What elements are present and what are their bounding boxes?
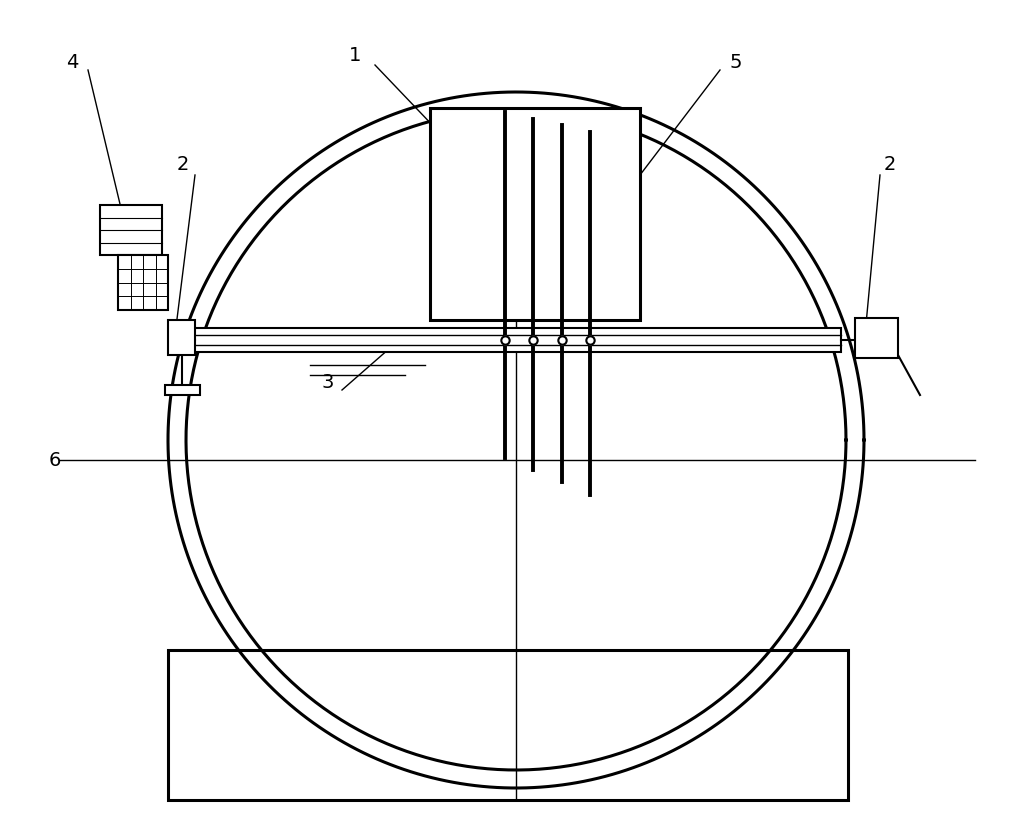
Bar (168, 320, 195, 355)
Text: 1: 1 (349, 46, 362, 64)
Text: 2: 2 (884, 156, 897, 174)
Bar (100, 205, 162, 255)
Text: 3: 3 (322, 372, 335, 391)
Text: 4: 4 (66, 52, 79, 72)
Bar (430, 108, 640, 320)
Text: 2: 2 (177, 156, 189, 174)
Bar (168, 650, 848, 800)
Text: 5: 5 (729, 52, 743, 72)
Text: 6: 6 (49, 451, 61, 469)
Bar (855, 318, 898, 358)
Bar (191, 328, 841, 352)
Bar (118, 255, 168, 310)
Bar (165, 385, 200, 395)
